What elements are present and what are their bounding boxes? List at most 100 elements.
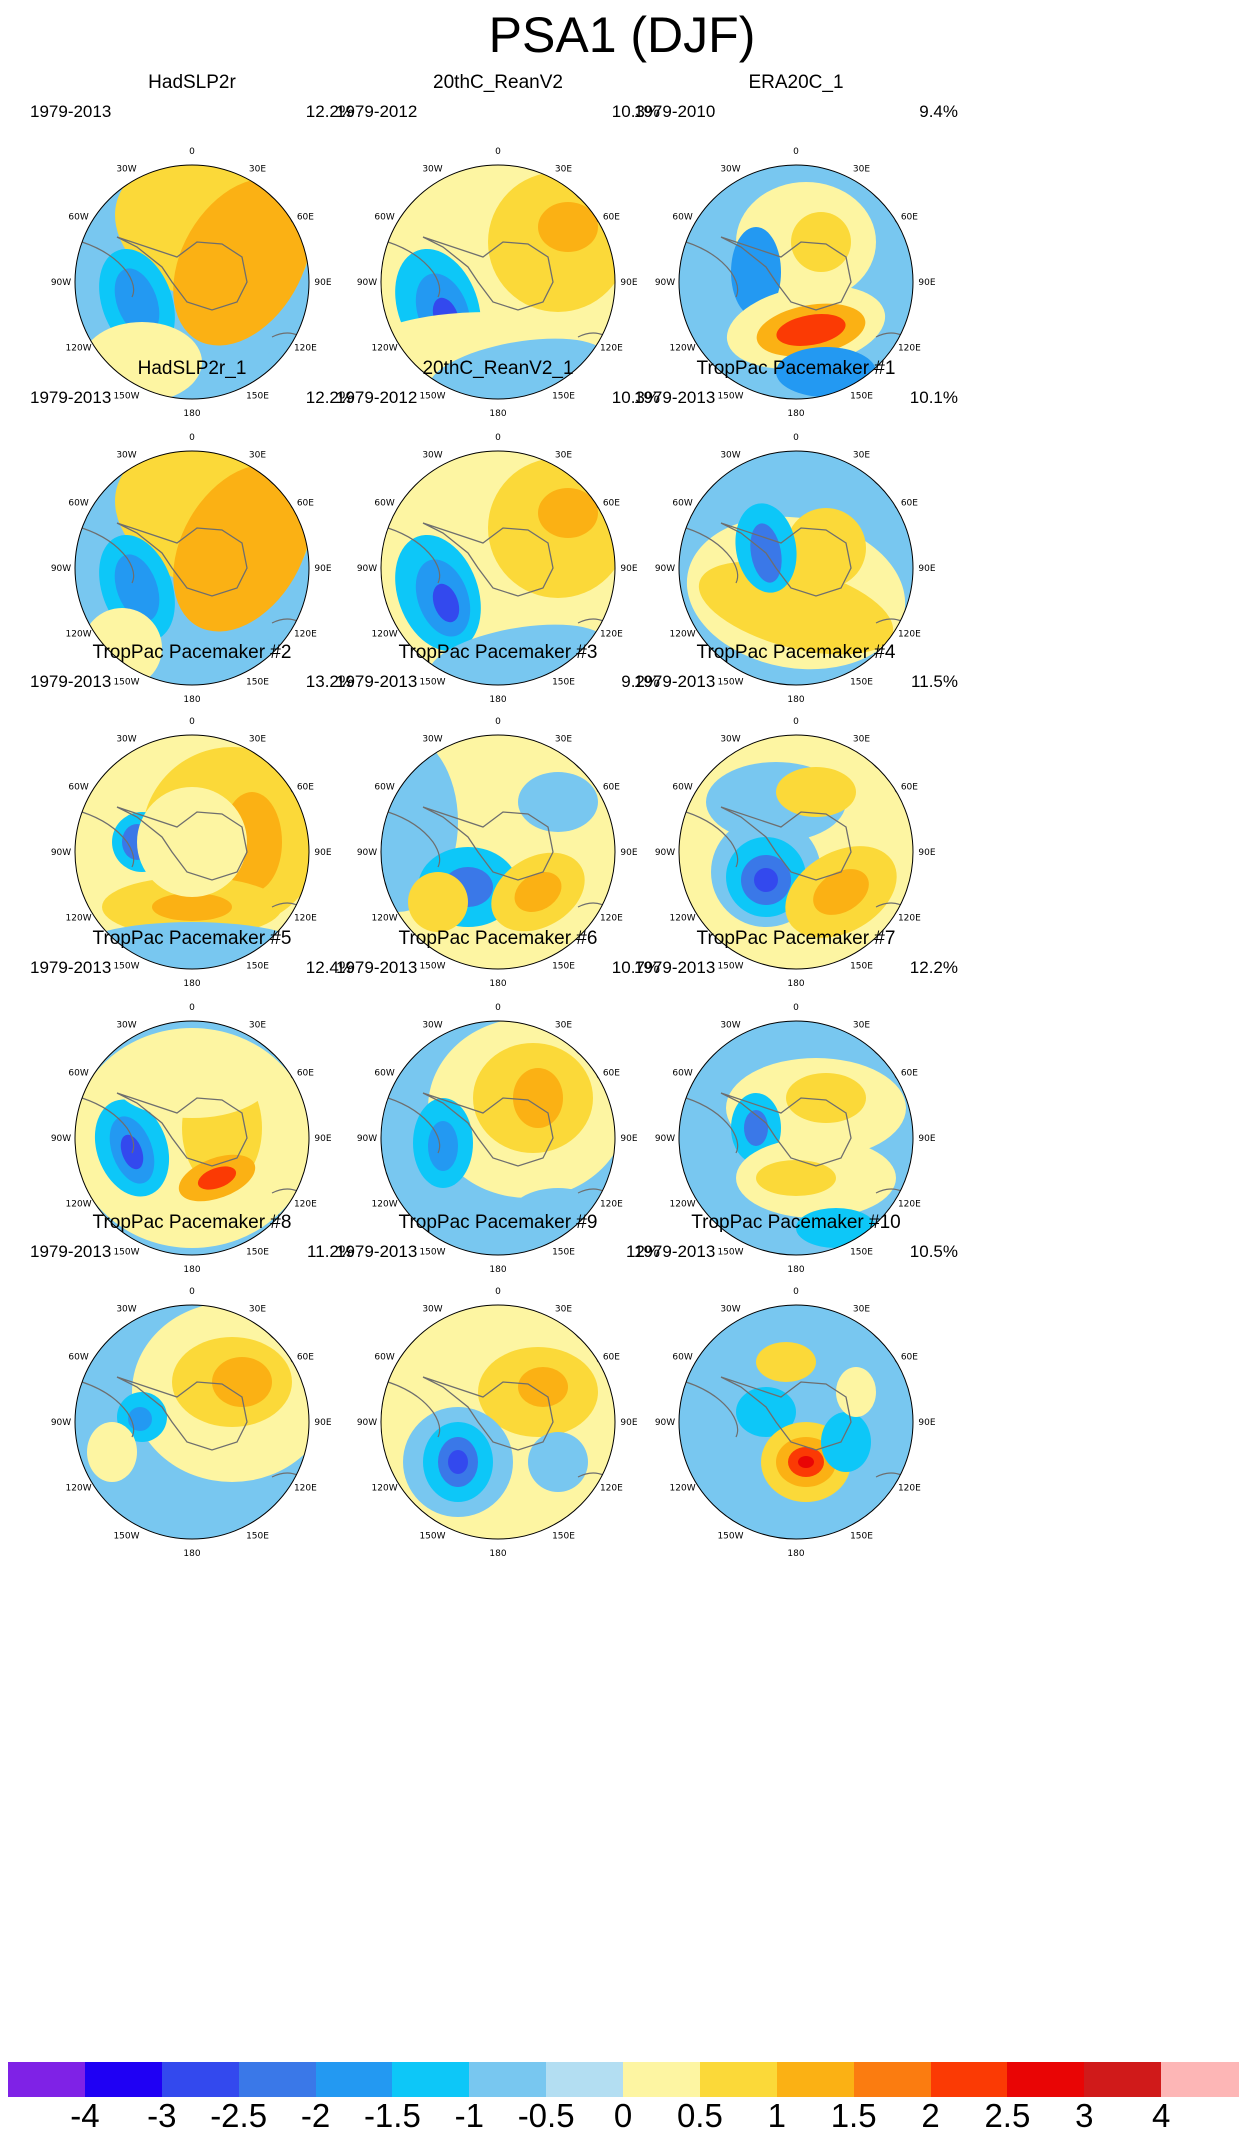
panel-percent: 10.5% — [909, 1242, 958, 1261]
antarctica-coastline — [116, 806, 248, 881]
colorbar-tick: 0.5 — [676, 2097, 723, 2134]
longitude-label: 150E — [552, 961, 575, 971]
longitude-label: 150W — [717, 961, 743, 971]
panel-years: 1979-2013 — [634, 388, 716, 407]
anomaly-contour — [173, 178, 309, 346]
longitude-label: 30E — [555, 165, 572, 175]
longitude-label: 150E — [552, 1247, 575, 1257]
figure-title: PSA1 (DJF) — [488, 7, 756, 63]
anomaly-contour — [776, 314, 846, 346]
map-panel: HadSLP2r 1979-2013 12.2% 0 30E 60E 90E 120E 150E… — [2, 72, 382, 462]
antarctica-coastline — [720, 1092, 852, 1167]
anomaly-contour — [836, 1367, 876, 1417]
anomaly-contour — [428, 1121, 458, 1171]
coastline — [81, 527, 135, 584]
longitude-label: 120E — [294, 1200, 317, 1210]
longitude-label: 30W — [720, 1021, 740, 1031]
panel-years: 1979-2013 — [30, 388, 112, 407]
antarctica-coastline — [720, 1376, 852, 1451]
longitude-label: 60W — [672, 783, 692, 793]
anomaly-contour — [137, 787, 247, 897]
longitude-label: 30W — [116, 451, 136, 461]
polar-stereographic-map: 0 30E 60E 90E 120E 150E 180 150W 120W 90W 60W 30W — [357, 1003, 638, 1275]
longitude-label: 150W — [419, 1531, 445, 1541]
longitude-label: 30E — [555, 735, 572, 745]
longitude-label: 60W — [68, 1069, 88, 1079]
anomaly-contour — [698, 561, 894, 655]
longitude-label: 90W — [357, 848, 377, 858]
longitude-label: 60W — [672, 1069, 692, 1079]
longitude-label: 30W — [422, 1305, 442, 1315]
map-boundary — [74, 734, 310, 970]
longitude-label: 90W — [655, 1134, 675, 1144]
panel-percent: 10.7% — [611, 958, 660, 977]
longitude-label: 150W — [113, 391, 139, 401]
longitude-label: 30E — [249, 1305, 266, 1315]
colorbar-tick: -0.5 — [517, 2097, 575, 2134]
longitude-label: 0 — [793, 147, 799, 157]
anomaly-contour — [514, 872, 562, 912]
longitude-label: 150W — [419, 1247, 445, 1257]
polar-stereographic-map: 0 30E 60E 90E 120E 150E 180 150W 120W 90W 60W 30W — [51, 1287, 332, 1559]
map-boundary — [678, 1020, 914, 1256]
panel-years: 1979-2013 — [30, 1242, 112, 1261]
colorbar-swatch — [161, 2062, 240, 2097]
antarctica-coastline — [116, 1092, 248, 1167]
anomaly-contour — [756, 1160, 836, 1196]
longitude-label: 120E — [898, 1200, 921, 1210]
map-boundary — [678, 734, 914, 970]
map-panel: TropPac Pacemaker #6 1979-2013 10.7% 0 30E 60… — [308, 928, 688, 1318]
longitude-label: 30W — [422, 451, 442, 461]
anomaly-contour — [518, 772, 598, 832]
longitude-label: 150E — [850, 677, 873, 687]
longitude-label: 60E — [297, 783, 314, 793]
panel-title: TropPac Pacemaker #5 — [92, 928, 292, 949]
longitude-label: 30E — [249, 165, 266, 175]
longitude-label: 120E — [600, 1484, 623, 1494]
map-panel: 20thC_ReanV2 1979-2012 10.3% 0 30E 60E 90E 120E… — [308, 72, 688, 462]
anomaly-contour — [754, 868, 778, 892]
panel-years: 1979-2012 — [336, 388, 418, 407]
longitude-label: 0 — [495, 147, 501, 157]
longitude-label: 90W — [51, 848, 71, 858]
longitude-label: 150E — [246, 677, 269, 687]
coastline — [387, 241, 441, 298]
longitude-label: 90E — [620, 848, 637, 858]
map-panel: TropPac Pacemaker #2 1979-2013 13.2% 0 30E 60… — [2, 642, 382, 1032]
anomaly-contour — [152, 893, 232, 921]
longitude-label: 120W — [66, 344, 92, 354]
antarctica-coastline — [422, 1092, 554, 1167]
longitude-label: 180 — [183, 979, 200, 989]
longitude-label: 90W — [357, 278, 377, 288]
longitude-label: 60E — [901, 783, 918, 793]
map-panel: TropPac Pacemaker #5 1979-2013 12.4% 0 30E 60… — [2, 928, 382, 1318]
panel-percent: 9.4% — [919, 102, 958, 121]
panel-title: TropPac Pacemaker #10 — [691, 1212, 901, 1233]
longitude-label: 180 — [489, 979, 506, 989]
anomaly-contour — [786, 508, 866, 588]
anomaly-contour — [197, 1166, 237, 1190]
longitude-label: 60E — [603, 1069, 620, 1079]
longitude-label: 90E — [620, 278, 637, 288]
longitude-label: 120E — [600, 630, 623, 640]
polar-stereographic-map: 0 30E 60E 90E 120E 150E 180 150W 120W 90W 60W 30W — [357, 1287, 638, 1559]
longitude-label: 150W — [113, 1247, 139, 1257]
panel-years: 1979-2010 — [634, 102, 716, 121]
longitude-label: 90W — [51, 1418, 71, 1428]
anomaly-contour — [513, 1068, 563, 1128]
map-boundary — [678, 1304, 914, 1540]
longitude-label: 60E — [901, 1069, 918, 1079]
longitude-label: 30E — [853, 1021, 870, 1031]
longitude-label: 150W — [113, 1531, 139, 1541]
panel-years: 1979-2012 — [336, 102, 418, 121]
longitude-label: 60W — [68, 213, 88, 223]
longitude-label: 90W — [357, 1418, 377, 1428]
anomaly-contour — [756, 1342, 816, 1382]
longitude-label: 30W — [116, 1021, 136, 1031]
longitude-label: 0 — [793, 717, 799, 727]
longitude-label: 120W — [670, 344, 696, 354]
coastline — [387, 811, 441, 868]
antarctica-coastline — [422, 1376, 554, 1451]
anomaly-contour — [173, 464, 309, 632]
panel-percent: 11.5% — [911, 672, 958, 691]
